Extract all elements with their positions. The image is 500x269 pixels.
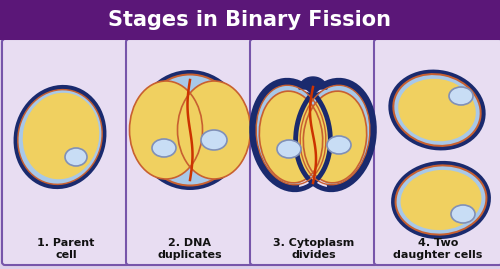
Ellipse shape [392,73,482,147]
Ellipse shape [400,170,481,230]
Ellipse shape [327,136,351,154]
Ellipse shape [252,80,330,190]
Text: 4. Two
daughter cells: 4. Two daughter cells [394,238,482,260]
Text: 1. Parent
cell: 1. Parent cell [38,238,94,260]
Ellipse shape [277,140,301,158]
Text: 2. DNA
duplicates: 2. DNA duplicates [158,238,222,260]
Ellipse shape [398,79,476,141]
Ellipse shape [138,73,242,186]
Ellipse shape [256,85,326,185]
Ellipse shape [394,75,480,145]
FancyBboxPatch shape [126,39,254,265]
Ellipse shape [22,93,100,179]
Polygon shape [299,77,327,89]
FancyBboxPatch shape [374,39,500,265]
Ellipse shape [296,80,374,190]
Ellipse shape [17,89,103,185]
Ellipse shape [140,76,240,185]
Ellipse shape [14,85,106,189]
Ellipse shape [394,164,488,236]
Ellipse shape [396,167,486,233]
Ellipse shape [134,70,246,190]
Text: Stages in Binary Fission: Stages in Binary Fission [108,10,392,30]
Text: 3. Cytoplasm
divides: 3. Cytoplasm divides [274,238,354,260]
Ellipse shape [65,148,87,166]
Ellipse shape [299,177,327,197]
FancyBboxPatch shape [0,0,500,40]
Ellipse shape [130,81,202,179]
Ellipse shape [201,130,227,150]
Ellipse shape [449,87,473,105]
Ellipse shape [152,139,176,157]
Ellipse shape [451,205,475,223]
Ellipse shape [304,91,366,183]
Ellipse shape [18,90,102,184]
Ellipse shape [391,161,491,239]
Ellipse shape [178,81,250,179]
Ellipse shape [260,91,322,183]
FancyBboxPatch shape [2,39,130,265]
Ellipse shape [388,70,486,150]
Ellipse shape [299,73,327,93]
FancyBboxPatch shape [250,39,378,265]
Ellipse shape [300,85,370,185]
